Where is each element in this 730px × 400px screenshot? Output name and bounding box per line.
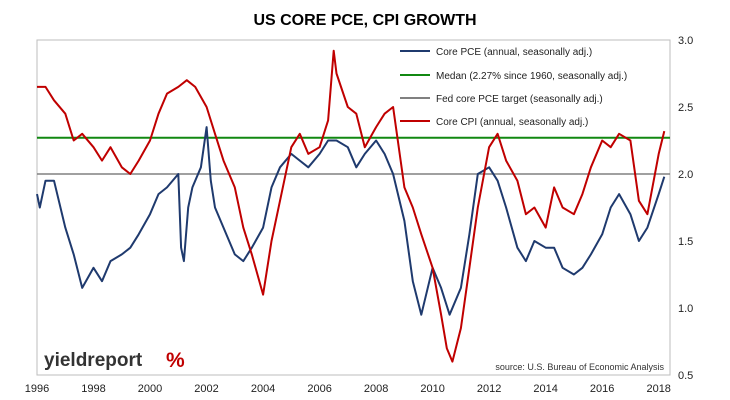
y-tick-label: 0.5 bbox=[678, 370, 693, 382]
legend: Core PCE (annual, seasonally adj.) Medan… bbox=[400, 47, 627, 128]
legend-label-median: Medan (2.27% since 1960, seasonally adj.… bbox=[436, 71, 627, 82]
x-tick-label: 2014 bbox=[533, 383, 557, 395]
y-tick-label: 2.5 bbox=[678, 102, 693, 114]
y-tick-label: 1.0 bbox=[678, 303, 693, 315]
brand-percent-symbol: % bbox=[166, 349, 185, 372]
y-axis-ticks: 3.0 2.5 2.0 1.5 1.0 0.5 bbox=[678, 35, 693, 382]
y-tick-label: 2.0 bbox=[678, 169, 693, 181]
x-tick-label: 2000 bbox=[138, 383, 162, 395]
legend-label-core-cpi: Core CPI (annual, seasonally adj.) bbox=[436, 117, 588, 128]
source-note: source: U.S. Bureau of Economic Analysis bbox=[495, 362, 664, 372]
x-tick-label: 2018 bbox=[646, 383, 670, 395]
legend-label-target: Fed core PCE target (seasonally adj.) bbox=[436, 94, 603, 105]
chart-title: US CORE PCE, CPI GROWTH bbox=[253, 12, 476, 29]
x-tick-label: 2004 bbox=[251, 383, 275, 395]
x-tick-label: 1996 bbox=[25, 383, 49, 395]
series-line-core-cpi-annual bbox=[37, 49, 666, 363]
plot-area-frame bbox=[36, 39, 671, 376]
brand-text: yieldreport bbox=[44, 350, 143, 371]
x-tick-label: 2012 bbox=[477, 383, 501, 395]
series-line-core-pce-annual bbox=[36, 126, 666, 316]
x-axis-ticks: 1996 1998 2000 2002 2004 2006 2008 2010 2012 2014… bbox=[25, 383, 671, 395]
x-tick-label: 2008 bbox=[364, 383, 388, 395]
x-tick-label: 1998 bbox=[81, 383, 105, 395]
series-lines bbox=[36, 49, 666, 363]
x-tick-label: 2016 bbox=[590, 383, 614, 395]
y-tick-label: 1.5 bbox=[678, 236, 693, 248]
x-tick-label: 2006 bbox=[307, 383, 331, 395]
brand-logo: yieldreport % bbox=[44, 349, 185, 372]
x-tick-label: 2010 bbox=[420, 383, 444, 395]
reference-lines bbox=[37, 136, 670, 175]
legend-label-core-pce: Core PCE (annual, seasonally adj.) bbox=[436, 47, 592, 58]
y-tick-label: 3.0 bbox=[678, 35, 693, 47]
x-tick-label: 2002 bbox=[194, 383, 218, 395]
